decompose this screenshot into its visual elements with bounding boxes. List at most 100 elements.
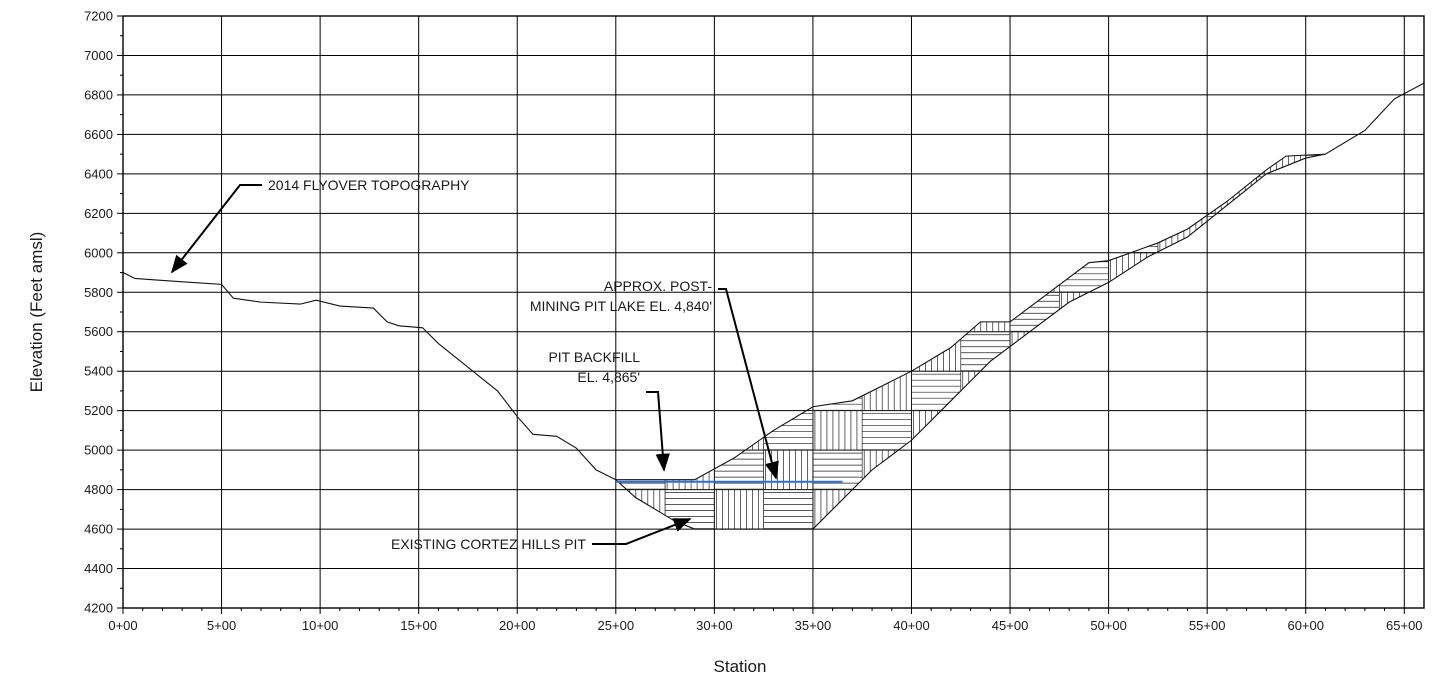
hatch-block-39: [763, 154, 814, 175]
hatch-block-22: [714, 410, 764, 451]
hatch-block-11: [664, 449, 715, 490]
y-tick-label-12: 6600: [84, 127, 113, 142]
hatch-block-63: [911, 370, 962, 411]
leader-existing-pit: [592, 518, 692, 545]
hatch-block-35: [763, 291, 814, 333]
hatch-block-128: [1206, 173, 1257, 214]
hatch-block-67: [911, 213, 962, 254]
hatch-block-142: [1305, 410, 1326, 451]
hatch-block-43: [812, 370, 863, 411]
hatch-block-141: [1305, 449, 1326, 490]
hatch-block-92: [1059, 410, 1109, 451]
y-tick-label-10: 6200: [84, 206, 113, 221]
hatch-block-97: [1059, 213, 1109, 254]
hatch-block-47: [812, 213, 863, 254]
hatch-block-113: [1157, 370, 1208, 411]
hatch-block-106: [1108, 252, 1159, 293]
hatch-block-119: [1157, 154, 1208, 175]
hatch-block-123: [1206, 370, 1257, 411]
hatch-block-108: [1108, 173, 1159, 214]
hatch-block-12: [664, 410, 715, 451]
hatch-block-55: [861, 291, 912, 333]
annotation-backfill-line-1: EL. 4,865': [577, 369, 640, 385]
y-tick-label-1: 4400: [84, 561, 113, 576]
hatch-block-40: [812, 489, 863, 530]
hatch-block-53: [861, 370, 912, 411]
y-axis-title: Elevation (Feet amsl): [27, 232, 46, 393]
annotation-layer: 2014 FLYOVER TOPOGRAPHY APPROX. POST- MINI…: [170, 177, 779, 552]
hatch-block-56: [861, 252, 912, 293]
hatch-block-1: [615, 449, 666, 490]
hatch-block-146: [1305, 252, 1326, 293]
hatch-block-29: [714, 154, 764, 175]
leader-topography: [170, 184, 262, 274]
hatch-block-17: [664, 213, 715, 254]
hatch-block-147: [1305, 213, 1326, 254]
hatch-block-81: [1009, 449, 1060, 490]
hatch-block-120: [1206, 489, 1257, 530]
x-axis-title: Station: [714, 657, 767, 676]
hatch-block-78: [960, 173, 1011, 214]
y-tick-label-15: 7200: [84, 9, 113, 24]
x-tick-label-3: 15+00: [400, 618, 437, 633]
y-tick-label-9: 6000: [84, 245, 113, 260]
hatch-block-124: [1206, 331, 1257, 372]
hatch-block-140: [1305, 489, 1326, 530]
hatch-block-125: [1206, 291, 1257, 333]
hatch-block-86: [1009, 252, 1060, 293]
x-tick-label-13: 65+00: [1386, 618, 1423, 633]
hatch-block-14: [664, 331, 715, 372]
hatch-block-42: [812, 410, 863, 451]
hatch-block-145: [1305, 291, 1326, 333]
hatch-block-69: [911, 154, 962, 175]
hatch-block-91: [1059, 449, 1109, 490]
hatch-block-116: [1157, 252, 1208, 293]
x-tick-label-6: 30+00: [696, 618, 733, 633]
hatch-block-105: [1108, 291, 1159, 333]
hatch-block-118: [1157, 173, 1208, 214]
hatch-block-143: [1305, 370, 1326, 411]
hatch-block-25: [714, 291, 764, 333]
hatch-block-18: [664, 173, 715, 214]
hatch-block-117: [1157, 213, 1208, 254]
hatch-block-133: [1256, 370, 1307, 411]
hatch-block-65: [911, 291, 962, 333]
hatch-block-32: [763, 410, 814, 451]
hatch-block-111: [1157, 449, 1208, 490]
hatch-block-127: [1206, 213, 1257, 254]
hatch-block-70: [960, 489, 1011, 530]
hatch-block-77: [960, 213, 1011, 254]
tick-layer: 0+00 5+00 10+00 15+00 20+00 25+00 30+00 35+00 40…: [84, 9, 1422, 634]
hatch-block-58: [861, 173, 912, 214]
series-layer: [122, 82, 1425, 530]
x-tick-label-2: 10+00: [302, 618, 339, 633]
hatch-block-101: [1108, 449, 1159, 490]
hatch-block-93: [1059, 370, 1109, 411]
x-tick-label-7: 35+00: [795, 618, 832, 633]
hatch-block-79: [960, 154, 1011, 175]
hatch-block-51: [861, 449, 912, 490]
y-tick-label-8: 5800: [84, 285, 113, 300]
hatch-block-134: [1256, 331, 1307, 372]
annotation-pit-lake-line-1: MINING PIT LAKE EL. 4,840': [530, 298, 712, 314]
hatch-block-109: [1108, 154, 1159, 175]
hatch-block-90: [1059, 489, 1109, 530]
hatch-block-112: [1157, 410, 1208, 451]
hatch-block-10: [664, 489, 715, 530]
hatch-block-107: [1108, 213, 1159, 254]
hatch-block-103: [1108, 370, 1159, 411]
hatch-block-37: [763, 213, 814, 254]
hatch-block-38: [763, 173, 814, 214]
hatch-block-102: [1108, 410, 1159, 451]
y-tick-label-13: 6800: [84, 87, 113, 102]
y-tick-label-7: 5600: [84, 324, 113, 339]
x-tick-label-8: 40+00: [893, 618, 930, 633]
hatch-block-64: [911, 331, 962, 372]
hatch-block-9: [615, 154, 666, 175]
hatch-block-19: [664, 154, 715, 175]
hatch-block-57: [861, 213, 912, 254]
hatch-block-27: [714, 213, 764, 254]
hatch-block-94: [1059, 331, 1109, 372]
hatch-block-76: [960, 252, 1011, 293]
leader-backfill: [646, 391, 670, 472]
